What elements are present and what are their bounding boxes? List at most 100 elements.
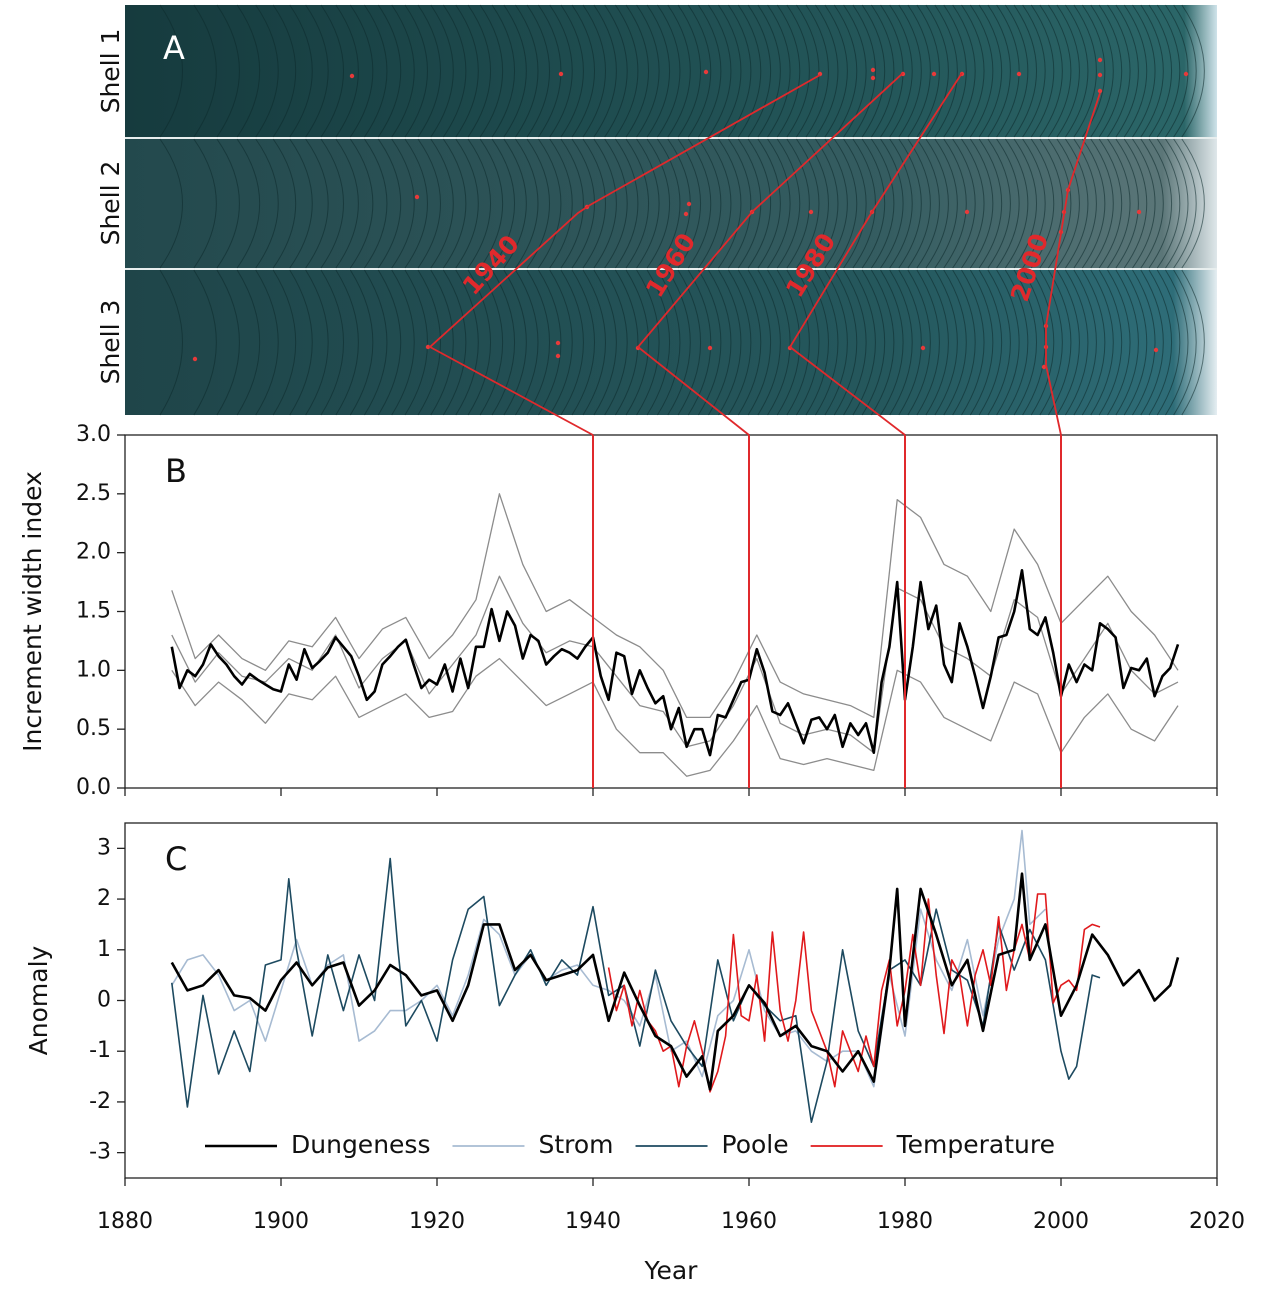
growth-line: [687, 4, 712, 138]
growth-line: [1056, 269, 1080, 416]
growth-line: [987, 4, 1011, 138]
shell-section: [125, 5, 1217, 137]
growth-line: [625, 269, 649, 416]
growth-line: [442, 138, 467, 269]
growth-line: [870, 269, 895, 416]
growth-line: [843, 269, 867, 416]
growth-line: [737, 4, 762, 138]
growth-line: [479, 4, 503, 138]
growth-line: [364, 269, 388, 416]
y-tick-label: 2: [97, 886, 111, 911]
growth-line: [526, 4, 550, 138]
growth-line: [677, 138, 701, 269]
growth-line: [757, 269, 781, 416]
growth-line: [1022, 269, 1046, 416]
growth-line: [708, 269, 732, 416]
growth-line: [697, 138, 722, 269]
marker-dot: [686, 201, 692, 207]
growth-line: [549, 269, 573, 416]
growth-line: [1132, 4, 1156, 138]
shell-label: Shell 2: [96, 161, 125, 246]
data-line: [171, 857, 1101, 1123]
y-tick-label: -1: [89, 1038, 111, 1063]
data-line: [171, 493, 1179, 719]
growth-line: [646, 4, 670, 138]
growth-line: [159, 4, 183, 138]
growth-line: [320, 138, 344, 269]
growth-line: [1090, 269, 1114, 416]
growth-line: [364, 138, 388, 269]
growth-line: [969, 269, 994, 416]
growth-line: [479, 138, 503, 269]
growth-line: [961, 138, 985, 269]
growth-line: [1181, 4, 1205, 138]
growth-line: [889, 138, 913, 269]
growth-line: [1022, 4, 1046, 138]
growth-line: [491, 269, 515, 416]
growth-line: [272, 269, 297, 416]
year-connector: [1045, 92, 1101, 436]
growth-line: [236, 138, 261, 269]
growth-line: [442, 269, 467, 416]
growth-line: [305, 138, 329, 269]
x-tick-label: 1900: [253, 1209, 309, 1234]
marker-dot: [703, 69, 709, 75]
growth-line: [1004, 269, 1029, 416]
marker-dot: [1097, 88, 1103, 94]
growth-line: [515, 4, 539, 138]
growth-line: [349, 4, 374, 138]
marker-dot: [808, 209, 814, 215]
legend-label: Temperature: [896, 1130, 1055, 1159]
growth-line: [417, 138, 441, 269]
growth-line: [978, 4, 1003, 138]
growth-line: [943, 4, 967, 138]
growth-line: [1132, 269, 1156, 416]
growth-line: [479, 269, 503, 416]
growth-line: [767, 138, 791, 269]
growth-line: [852, 138, 876, 269]
growth-line: [657, 4, 681, 138]
growth-line: [430, 138, 454, 269]
growth-line: [786, 138, 810, 269]
y-tick-label: 1: [97, 937, 111, 962]
growth-line: [824, 269, 848, 416]
growth-line: [335, 269, 359, 416]
growth-line: [289, 4, 313, 138]
growth-line: [1173, 138, 1197, 269]
growth-line: [889, 269, 913, 416]
marker-dot: [1183, 71, 1189, 77]
growth-line: [727, 138, 752, 269]
growth-line: [677, 269, 701, 416]
growth-line: [560, 4, 584, 138]
marker-dot: [931, 71, 937, 77]
growth-line: [916, 269, 940, 416]
growth-line: [943, 138, 967, 269]
y-tick-label: 2.0: [76, 540, 111, 565]
growth-line: [560, 269, 584, 416]
growth-line: [1115, 269, 1139, 416]
growth-line: [335, 4, 359, 138]
growth-line: [335, 138, 359, 269]
shell-image-panel: A Shell 1 Shell 2 Shell 3: [96, 4, 1217, 416]
growth-line: [467, 138, 491, 269]
y-tick-label: 0.0: [76, 775, 111, 800]
growth-line: [978, 138, 1003, 269]
growth-line: [1047, 4, 1072, 138]
growth-line: [571, 4, 595, 138]
growth-line: [349, 138, 374, 269]
growth-line: [815, 4, 839, 138]
growth-line: [687, 138, 712, 269]
growth-line: [515, 138, 539, 269]
growth-line: [1004, 138, 1029, 269]
growth-line: [1156, 4, 1181, 138]
growth-line: [615, 138, 639, 269]
growth-line: [697, 269, 722, 416]
growth-line: [377, 269, 402, 416]
growth-line: [687, 269, 712, 416]
marker-dot: [870, 67, 876, 73]
marker-dot: [425, 344, 431, 350]
growth-line: [646, 138, 670, 269]
data-line: [171, 657, 1179, 777]
growth-line: [747, 269, 771, 416]
growth-line: [1107, 138, 1131, 269]
